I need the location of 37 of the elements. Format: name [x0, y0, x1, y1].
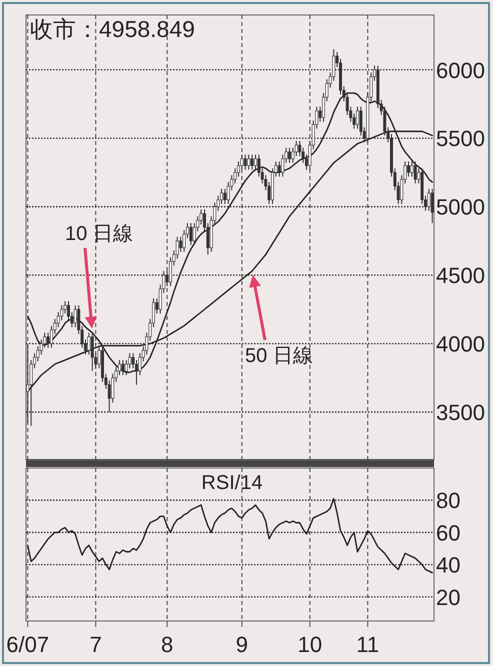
chart-title: RSI/14 — [201, 472, 263, 494]
x-tick-label: 11 — [356, 632, 380, 657]
y-tick-label: 80 — [436, 488, 460, 514]
y-tick-label: 40 — [436, 552, 460, 578]
candlestick — [410, 161, 414, 178]
candlestick — [223, 188, 226, 204]
line-series — [27, 498, 433, 574]
candlestick — [430, 188, 434, 224]
candlestick — [244, 154, 247, 170]
candlestick — [74, 304, 77, 328]
candlestick — [254, 154, 257, 170]
y-tick-label: 5500 — [436, 126, 485, 152]
candlestick — [407, 161, 410, 178]
candlestick — [278, 161, 281, 178]
text: 10 日線 — [65, 223, 133, 245]
candlestick — [356, 106, 359, 130]
candlestick — [189, 222, 192, 246]
x-tick-label: 9 — [236, 632, 248, 657]
candlestick — [179, 236, 182, 252]
candlestick — [121, 360, 124, 376]
candlestick — [414, 161, 417, 184]
y-tick-label: 20 — [436, 584, 460, 610]
candlestick — [247, 154, 250, 170]
text: 50 日線 — [245, 345, 313, 367]
y-tick-label: 4000 — [436, 332, 485, 357]
y-tick-label: 5000 — [436, 194, 485, 220]
chart-title: 收市：4958.849 — [30, 16, 195, 42]
x-tick-label: 8 — [160, 632, 174, 657]
y-tick-label: 3500 — [436, 400, 485, 426]
x-tick-label: 6/07 — [6, 632, 50, 657]
candlestick — [288, 147, 291, 164]
x-tick-label: 10 — [298, 632, 322, 657]
y-tick-label: 4500 — [436, 263, 485, 288]
y-tick-label: 60 — [436, 520, 460, 546]
x-tick-label: 7 — [90, 632, 102, 657]
y-tick-label: 6000 — [436, 58, 485, 83]
candlestick — [250, 154, 254, 170]
